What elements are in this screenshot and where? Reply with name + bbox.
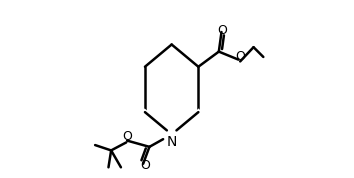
Text: O: O — [140, 159, 150, 172]
Text: O: O — [122, 130, 132, 143]
Text: N: N — [166, 135, 177, 149]
Text: O: O — [217, 24, 227, 37]
Text: O: O — [235, 50, 245, 64]
